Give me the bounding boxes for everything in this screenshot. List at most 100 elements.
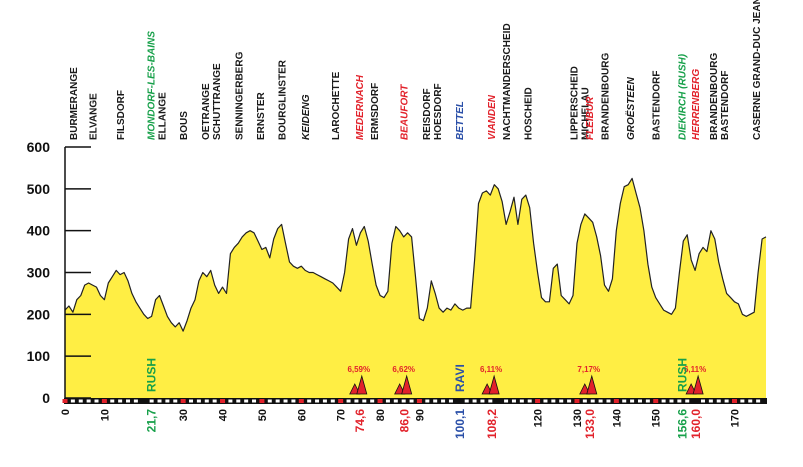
x-minor-tick [78,399,83,403]
x-minor-tick [661,399,666,403]
x-minor-tick [472,399,477,403]
elevation-line [64,177,767,332]
x-minor-tick [401,399,406,403]
x-tick-label: 70 [336,409,348,421]
x-major-tick [220,399,226,403]
place-name-label: LIPPERSCHEID [569,66,580,140]
climb-gradient-label: 6,62% [392,365,415,374]
climb-marker [356,374,368,395]
x-minor-tick [236,399,241,403]
place-name-label: SENNINGERBERG [234,51,245,140]
x-minor-tick [252,399,257,403]
x-minor-tick [283,399,288,403]
place-name-label: NACHTMANDERSCHEID [502,23,513,140]
climb-gradient-label: 6,59% [347,365,370,374]
x-axis-bar [64,398,767,404]
x-minor-tick [346,399,351,403]
place-name-label: REISDORF [422,88,433,140]
climb-gradient-label: 6,11% [684,365,706,374]
x-tick-label: 10 [99,409,111,421]
x-minor-tick [637,399,642,403]
place-name-label: LAROCHETTE [331,71,342,140]
place-name-label: BOUS [179,111,190,140]
x-tick-label: 170 [729,409,741,427]
x-minor-tick [126,399,131,403]
x-minor-tick [409,399,414,403]
place-name-label: ELLANGE [158,92,169,140]
x-major-tick [62,399,68,403]
x-minor-tick [708,399,713,403]
x-minor-tick [606,399,611,403]
x-minor-tick [212,399,217,403]
x-tick-label: 130 [572,409,584,427]
place-name-label: KEIDENG [301,94,312,140]
climb-marker [692,374,704,395]
place-name-label: ERMSDORF [370,83,381,140]
x-minor-tick [307,399,312,403]
x-minor-tick [425,399,430,403]
x-minor-tick [275,399,280,403]
x-minor-tick [433,399,438,403]
place-name-label: BETTEL [455,101,466,140]
x-minor-tick [370,399,375,403]
x-minor-tick [645,399,650,403]
station-marker-label: RUSH [144,358,158,392]
x-tick-label: 140 [611,409,623,427]
x-minor-tick [543,399,548,403]
x-minor-tick [480,399,485,403]
place-name-label: ERNSTER [256,91,267,140]
x-minor-tick [630,399,635,403]
place-name-label: GROËSTEEN [624,76,637,140]
x-minor-tick [716,399,721,403]
x-minor-tick [756,399,761,403]
y-tick-label: 400 [27,223,51,239]
x-minor-tick [567,399,572,403]
x-tick-label: 80 [375,409,387,421]
climb-marker [586,374,598,395]
x-minor-tick [362,399,367,403]
x-major-tick [416,399,422,403]
place-name-label: HOESDORF [433,83,444,140]
place-name-label: BEAUFORT [400,84,411,140]
climb-marker [401,374,413,395]
x-special-label: 21,7 [144,409,158,433]
x-special-label: 86,0 [398,409,412,433]
x-minor-tick [740,399,745,403]
place-name-label: BASTENDORF [720,71,731,140]
x-minor-tick [488,399,493,403]
x-minor-tick [590,399,595,403]
y-tick-label: 300 [27,265,51,281]
x-minor-tick [291,399,296,403]
x-minor-tick [149,399,154,403]
x-special-label: 100,1 [453,409,467,439]
place-name-label: HOSCHEID [524,87,535,140]
y-tick-label: 0 [42,390,50,406]
x-tick-label: 30 [178,409,190,421]
x-minor-tick [385,399,390,403]
place-name-label: SCHUTTRANGE [212,63,223,140]
x-minor-tick [598,399,603,403]
x-minor-tick [519,399,524,403]
x-minor-tick [228,399,233,403]
x-minor-tick [724,399,729,403]
place-name-label: BOURGLINSTER [278,59,289,140]
climb-gradient-label: 6,11% [480,365,502,374]
x-tick-label: 60 [296,409,308,421]
x-major-tick [535,399,541,403]
place-name-label: VIANDEN [487,94,498,140]
x-minor-tick [354,399,359,403]
place-name-label: BURMERANGE [69,67,80,140]
place-name-label: OETRANGE [201,83,212,140]
x-minor-tick [86,399,91,403]
x-minor-tick [204,399,209,403]
y-tick-label: 200 [27,306,51,322]
y-tick-label: 100 [27,348,51,364]
x-minor-tick [189,399,194,403]
y-tick-label: 600 [27,139,51,155]
climb-gradient-label: 7,17% [577,365,600,374]
place-name-label: HERRENBERG [691,69,702,140]
x-major-tick [259,399,265,403]
x-major-tick [180,399,186,403]
